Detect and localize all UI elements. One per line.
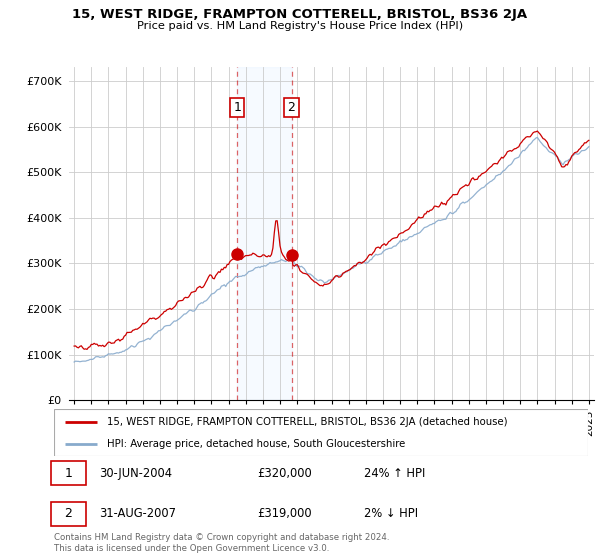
Text: 24% ↑ HPI: 24% ↑ HPI [364,466,425,480]
FancyBboxPatch shape [52,502,86,526]
Text: 1: 1 [233,101,241,114]
Text: 30-JUN-2004: 30-JUN-2004 [100,466,172,480]
Text: 31-AUG-2007: 31-AUG-2007 [100,507,176,520]
FancyBboxPatch shape [52,461,86,485]
Text: HPI: Average price, detached house, South Gloucestershire: HPI: Average price, detached house, Sout… [107,438,406,449]
Bar [237,67,292,400]
Text: Contains HM Land Registry data © Crown copyright and database right 2024.
This d: Contains HM Land Registry data © Crown c… [54,533,389,553]
Text: £319,000: £319,000 [257,507,311,520]
Text: 1: 1 [64,466,73,480]
Text: £320,000: £320,000 [257,466,311,480]
Text: Price paid vs. HM Land Registry's House Price Index (HPI): Price paid vs. HM Land Registry's House … [137,21,463,31]
Text: 15, WEST RIDGE, FRAMPTON COTTERELL, BRISTOL, BS36 2JA (detached house): 15, WEST RIDGE, FRAMPTON COTTERELL, BRIS… [107,417,508,427]
Text: 2: 2 [64,507,73,520]
Text: 2% ↓ HPI: 2% ↓ HPI [364,507,418,520]
Text: 15, WEST RIDGE, FRAMPTON COTTERELL, BRISTOL, BS36 2JA: 15, WEST RIDGE, FRAMPTON COTTERELL, BRIS… [73,8,527,21]
Text: 2: 2 [287,101,295,114]
